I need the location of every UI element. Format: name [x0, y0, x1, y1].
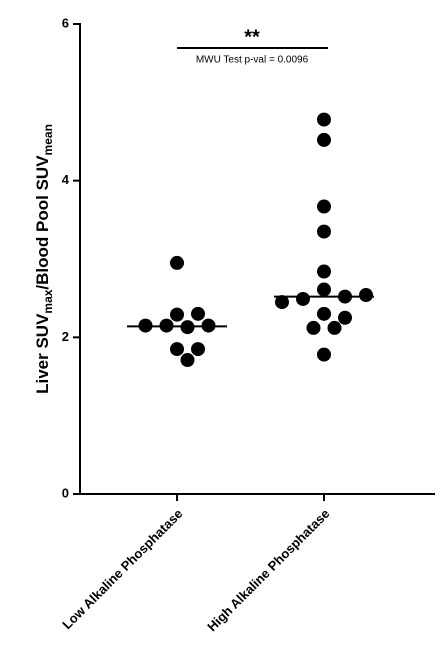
y-label-part: /Blood Pool SUV [33, 155, 52, 290]
x-tick-label: High Alkaline Phosphatase [204, 506, 332, 634]
data-point [317, 132, 331, 147]
y-label-part: Liver SUV [33, 313, 52, 394]
x-tick-label: Low Alkaline Phosphatase [59, 506, 185, 632]
data-point [306, 320, 321, 335]
data-point [327, 320, 342, 335]
data-point [170, 342, 184, 357]
data-point [317, 199, 331, 214]
y-tick-label: 6 [62, 15, 69, 30]
y-label-sub: max [41, 289, 55, 313]
data-point [317, 282, 331, 297]
y-tick-label: 0 [62, 485, 69, 500]
data-point [338, 310, 352, 325]
data-point [180, 353, 195, 368]
data-point [317, 112, 331, 127]
data-point [317, 224, 331, 239]
significance-stars: ** [244, 26, 260, 48]
annotation-text: MWU Test p-val = 0.0096 [196, 55, 309, 66]
y-tick-label: 2 [62, 329, 69, 344]
data-point [170, 255, 184, 270]
data-point [317, 306, 331, 321]
data-point [170, 307, 184, 322]
data-point [296, 291, 310, 306]
y-label-sub: mean [41, 124, 55, 155]
y-axis-label: Liver SUVmax/Blood Pool SUVmean [33, 124, 55, 394]
data-point [275, 295, 289, 310]
data-point [191, 306, 205, 321]
data-point [359, 288, 373, 303]
data-point [317, 264, 331, 279]
data-point [191, 342, 205, 357]
data-point [317, 347, 331, 362]
y-tick-label: 4 [62, 172, 70, 187]
